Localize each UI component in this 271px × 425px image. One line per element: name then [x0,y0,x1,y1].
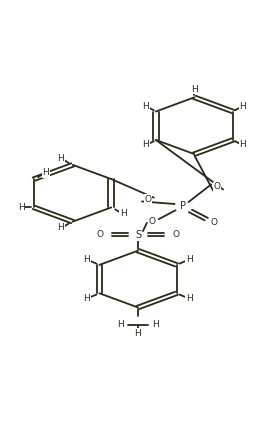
Text: H: H [143,141,149,150]
Text: H: H [143,102,149,111]
Text: H: H [240,141,246,150]
Text: H: H [240,102,246,111]
Text: O: O [148,216,155,226]
Text: H: H [152,320,159,329]
Text: H: H [186,294,193,303]
Text: H: H [117,320,124,329]
Text: O: O [97,230,104,239]
Text: H: H [18,203,25,212]
Text: O: O [211,218,218,227]
Text: H: H [57,154,64,163]
Text: O: O [172,230,179,239]
Text: H: H [83,255,90,264]
Text: S: S [135,230,141,240]
Text: H: H [135,329,141,338]
Text: P: P [179,201,186,211]
Text: H: H [120,209,127,218]
Text: O: O [144,195,151,204]
Text: H: H [83,294,90,303]
Text: H: H [186,255,193,264]
Text: H: H [57,224,64,232]
Text: O: O [214,182,221,191]
Text: H: H [43,168,49,177]
Text: H: H [191,85,198,94]
